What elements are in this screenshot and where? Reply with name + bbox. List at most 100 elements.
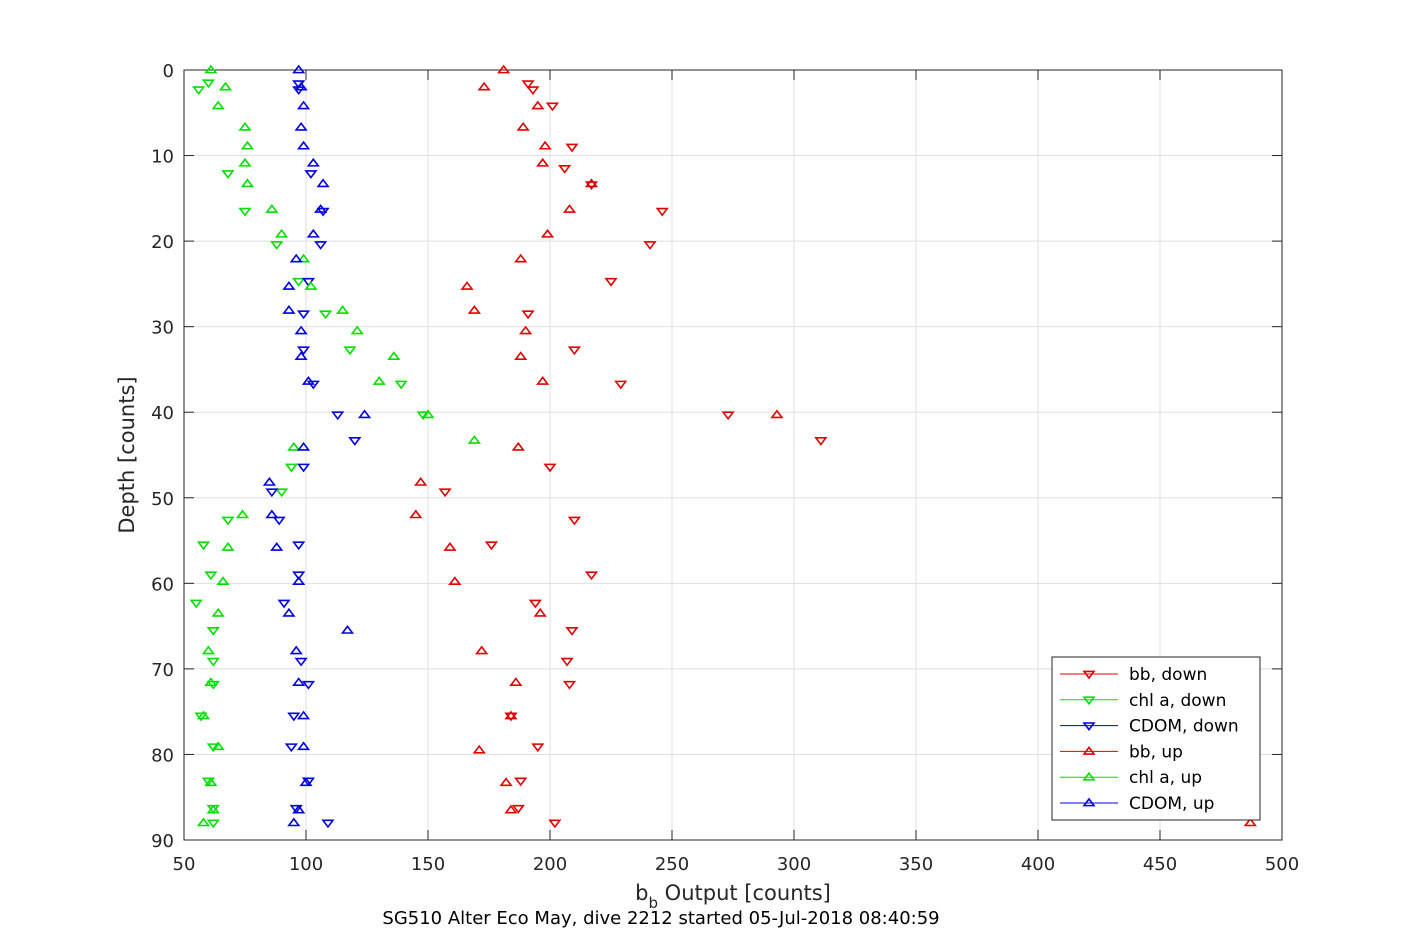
data-point [655, 207, 669, 217]
series-3-points [409, 64, 1257, 827]
data-point [584, 178, 599, 188]
data-point [562, 204, 577, 213]
data-point [543, 463, 557, 473]
data-point [414, 477, 428, 486]
x-tick-label: 250 [655, 854, 689, 875]
data-point [196, 710, 211, 720]
axis-ticks [183, 69, 1283, 841]
data-point [306, 228, 320, 238]
legend-marker [1082, 746, 1096, 755]
x-tick-label: 200 [533, 854, 567, 875]
data-point [206, 819, 220, 829]
data-point [201, 777, 216, 787]
plot-frame [183, 69, 1283, 841]
data-point [467, 305, 481, 314]
data-point [221, 516, 235, 526]
data-point [289, 253, 303, 263]
data-point [721, 411, 735, 421]
data-point [218, 81, 233, 91]
data-point [189, 599, 203, 609]
data-point [296, 441, 311, 451]
y-tick-label: 0 [163, 61, 174, 82]
data-point [221, 170, 235, 179]
data-point [331, 411, 345, 421]
legend-entry: bb, down [1060, 665, 1207, 685]
legend-entry: bb, up [1060, 742, 1183, 762]
data-point [521, 80, 535, 90]
data-point [238, 157, 252, 167]
legend-label: CDOM, up [1129, 794, 1214, 814]
data-point [316, 178, 330, 188]
data-point [292, 576, 306, 586]
series-5-points [262, 64, 372, 827]
data-point [289, 804, 303, 814]
data-point [301, 376, 316, 385]
x-tick-labels: 50 100 150 200 250 300 350 400 450 500 [173, 854, 1300, 875]
data-point [538, 140, 552, 150]
data-point [348, 437, 362, 446]
series-4-points [196, 64, 481, 827]
data-point [814, 437, 828, 446]
data-point [206, 626, 220, 636]
series-0-points [438, 80, 828, 829]
data-point [211, 741, 225, 751]
data-point [296, 741, 311, 751]
data-point [201, 79, 216, 89]
data-point [196, 541, 211, 551]
data-point [511, 804, 525, 814]
data-point [484, 541, 499, 551]
data-point [296, 346, 311, 356]
data-point [294, 325, 308, 335]
legend-label: CDOM, down [1129, 717, 1239, 737]
x-tick-label: 500 [1265, 854, 1299, 875]
data-point [284, 463, 298, 473]
data-point [531, 743, 545, 753]
x-tick-label: 100 [289, 854, 323, 875]
data-point [350, 325, 364, 335]
y-tick-label: 60 [151, 574, 174, 595]
data-points [189, 64, 1257, 829]
data-point [211, 100, 225, 110]
y-tick-label: 50 [151, 489, 174, 510]
data-point [562, 680, 577, 690]
data-point [292, 541, 306, 551]
y-tick-label: 10 [151, 147, 174, 168]
data-point [304, 281, 318, 290]
y-tick-labels: 0 10 20 30 40 50 60 70 80 90 [151, 61, 174, 852]
legend-entry: chl a, down [1060, 691, 1226, 711]
data-point [1243, 817, 1257, 827]
data-point [511, 441, 525, 451]
data-point [206, 743, 220, 753]
data-point [240, 140, 255, 150]
legend-entry: CDOM, up [1060, 794, 1214, 814]
data-point [265, 204, 279, 213]
data-point [545, 102, 560, 112]
data-point [204, 677, 218, 686]
data-point [460, 281, 474, 290]
legend-label: bb, down [1129, 665, 1207, 685]
data-point [238, 207, 252, 217]
y-tick-label: 20 [151, 232, 174, 253]
data-point [296, 100, 311, 110]
data-point [292, 804, 306, 814]
data-point [321, 819, 335, 829]
data-point [475, 645, 489, 655]
data-point [540, 228, 555, 238]
data-point [448, 576, 462, 586]
data-point [206, 804, 220, 814]
data-point [270, 542, 284, 551]
data-point [584, 571, 599, 581]
y-tick-label: 90 [151, 831, 174, 852]
legend-label: bb, up [1129, 742, 1183, 762]
data-point [504, 712, 518, 722]
legend-marker [1082, 722, 1096, 731]
data-point [604, 277, 618, 287]
data-point [204, 571, 218, 581]
data-point [272, 516, 286, 526]
data-point [770, 409, 784, 419]
legend-entry: chl a, up [1060, 768, 1202, 788]
data-point [394, 380, 408, 390]
data-point [235, 509, 250, 519]
data-point [296, 140, 311, 150]
x-axis-label-rest: Output [counts] [658, 881, 831, 905]
